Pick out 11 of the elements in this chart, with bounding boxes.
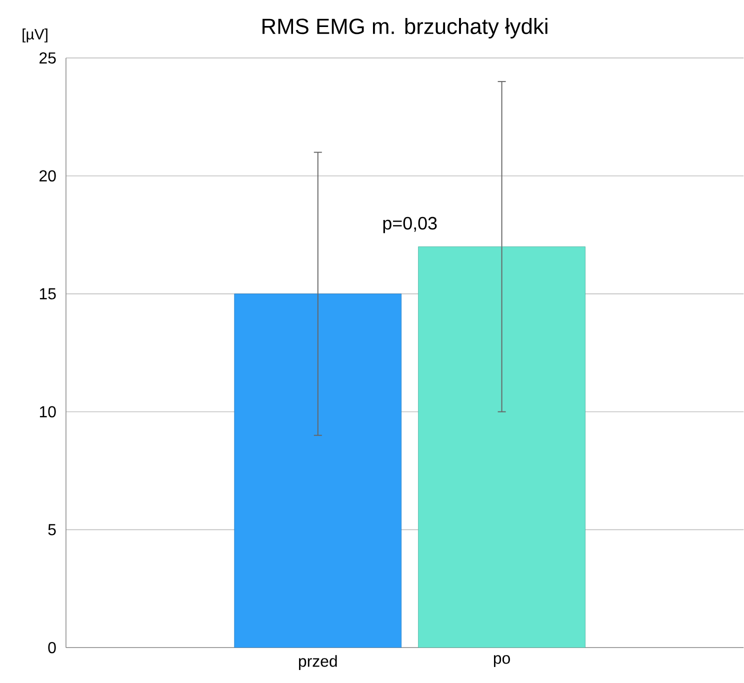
y-tick-label: 15 bbox=[40, 288, 56, 300]
x-tick-label: przed bbox=[299, 655, 337, 670]
annotation: p=0,03 bbox=[383, 217, 437, 234]
y-tick-label: 20 bbox=[40, 170, 56, 182]
y-tick-label: 0 bbox=[48, 642, 56, 654]
x-tick-label: po bbox=[494, 655, 510, 668]
y-tick-label: 25 bbox=[40, 52, 56, 64]
y-axis-title: [µV] bbox=[22, 28, 48, 43]
chart-title: RMS EMG m. brzuchaty łydki bbox=[262, 18, 548, 39]
y-tick-label: 5 bbox=[48, 524, 56, 536]
y-tick-label: 10 bbox=[40, 406, 56, 418]
